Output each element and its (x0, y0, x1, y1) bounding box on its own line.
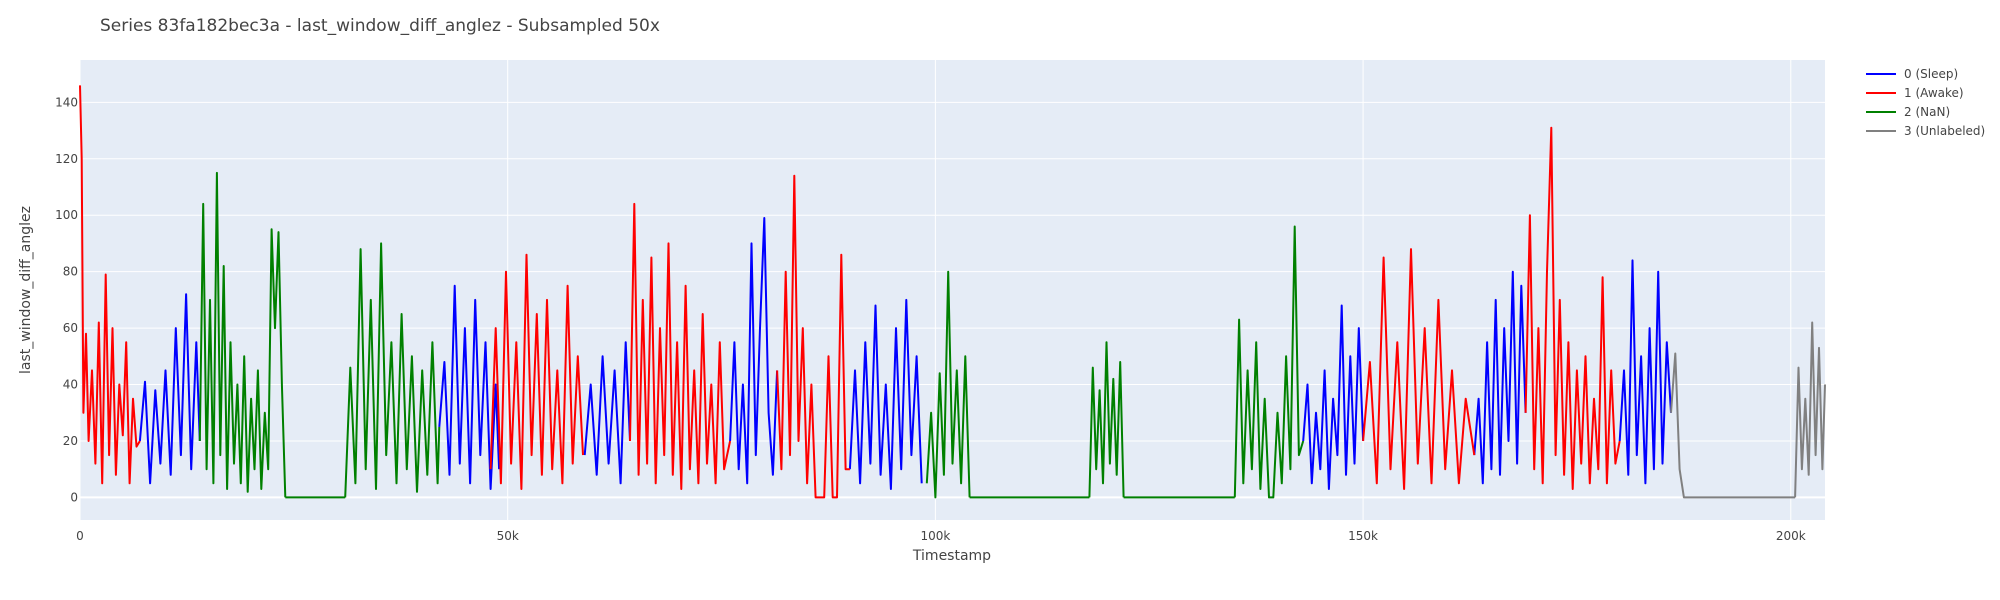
y-tick-label: 20 (63, 434, 78, 448)
legend-label: 2 (NaN) (1904, 105, 1950, 119)
series-line-0-sleep (583, 341, 631, 485)
y-tick-label: 140 (55, 95, 78, 109)
legend-label: 3 (Unlabeled) (1904, 124, 1985, 138)
x-tick-label: 50k (497, 529, 519, 543)
x-tick-label: 100k (920, 529, 950, 543)
series-line-0-sleep (848, 298, 923, 490)
series-line-1-awake (489, 253, 584, 490)
y-tick-label: 80 (63, 265, 78, 279)
y-tick-labels: 0 20 40 60 80 100 120 140 (55, 95, 78, 504)
legend[interactable]: 0 (Sleep) 1 (Awake) 2 (NaN) 3 (Unlabeled) (1866, 67, 1985, 138)
series-line-1-awake (776, 174, 850, 499)
y-tick-label: 100 (55, 208, 78, 222)
y-tick-label: 120 (55, 152, 78, 166)
series-line-2-nan (925, 270, 971, 499)
legend-label: 1 (Awake) (1904, 86, 1964, 100)
series-line-3-unlabeled (1794, 321, 1826, 498)
y-axis-title: last_window_diff_anglez (18, 206, 34, 374)
series-line-0-sleep (1302, 304, 1365, 490)
x-tick-label: 200k (1776, 529, 1806, 543)
series-line-0-sleep (1473, 270, 1527, 485)
x-tick-labels: 0 50k 100k 150k 200k (76, 529, 1806, 543)
legend-item[interactable]: 3 (Unlabeled) (1866, 124, 1985, 138)
y-tick-label: 0 (70, 490, 78, 504)
y-tick-label: 40 (63, 378, 78, 392)
chart-title: Series 83fa182bec3a - last_window_diff_a… (100, 16, 660, 36)
series-line-0-sleep (138, 293, 201, 485)
x-axis-title: Timestamp (912, 548, 991, 564)
series-line-0-sleep (729, 217, 779, 485)
series-line-2-nan (198, 171, 287, 498)
series-line-2-nan (1233, 225, 1305, 499)
legend-item[interactable]: 2 (NaN) (1866, 105, 1950, 119)
legend-item[interactable]: 0 (Sleep) (1866, 67, 1958, 81)
legend-item[interactable]: 1 (Awake) (1866, 86, 1964, 100)
series-line-1-awake (629, 202, 732, 490)
x-tick-label: 0 (76, 529, 84, 543)
series-line-0-sleep (438, 284, 501, 490)
series-line-1-awake (1362, 248, 1476, 490)
series-lines (79, 85, 1826, 499)
x-tick-label: 150k (1348, 529, 1378, 543)
series-line-2-nan (344, 242, 441, 498)
series-line-2-nan (1088, 341, 1125, 498)
series-line-1-awake (79, 85, 141, 485)
series-line-0-sleep (1618, 259, 1672, 485)
series-line-1-awake (1524, 126, 1621, 490)
y-tick-label: 60 (63, 321, 78, 335)
series-line-3-unlabeled (1670, 352, 1796, 499)
legend-label: 0 (Sleep) (1904, 67, 1958, 81)
